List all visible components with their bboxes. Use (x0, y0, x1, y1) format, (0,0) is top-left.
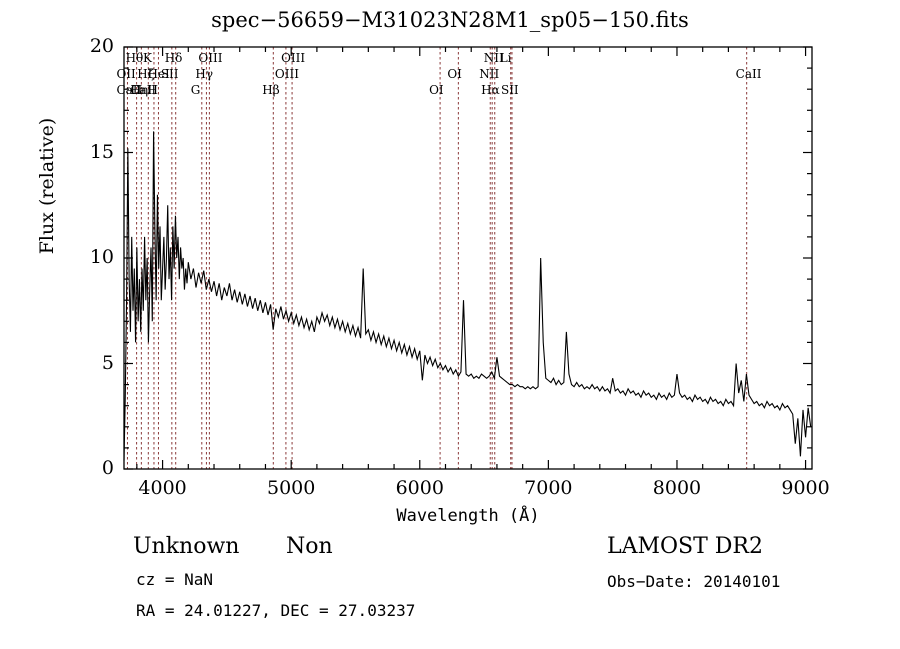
observation-date-text: Obs−Date: 20140101 (607, 572, 781, 591)
line-label-H-4341: Hγ (195, 67, 214, 81)
line-label-HeI-3968: HeI (147, 67, 170, 81)
x-tick-label: 8000 (652, 477, 702, 499)
line-label-H-3835: Hη (130, 83, 149, 97)
line-label-OI-6158: OI (429, 83, 444, 97)
line-label-CaII-3727: CaII (116, 83, 143, 97)
plot-frame (123, 46, 813, 470)
object-subclass-text: Non (286, 534, 333, 559)
spectrum-trace (123, 131, 812, 461)
line-label-CaII-3835: CaII (130, 83, 157, 97)
line-label-H-3798: Hθ (125, 51, 144, 65)
line-label-SII-4072: SII (160, 67, 179, 81)
line-label-NII-6548: NII (479, 67, 500, 81)
y-axis-label: Flux (relative) (36, 117, 58, 255)
y-tick-label: 15 (89, 140, 114, 163)
line-marker-group (126, 47, 748, 469)
y-tick-label: 5 (101, 351, 114, 374)
x-tick-label: 4000 (138, 477, 187, 499)
x-axis-label: Wavelength (Å) (396, 506, 540, 526)
redshift-velocity-text: cz = NaN (136, 570, 214, 589)
y-tick-label: 20 (89, 35, 114, 57)
line-label-H-3968: H (147, 83, 158, 97)
line-label-G-4305: G (190, 83, 201, 97)
object-class-text: Unknown (133, 534, 240, 559)
line-label-H-3889: Hζ (137, 67, 155, 81)
line-label-NII-6583: NII (483, 51, 504, 65)
line-label-OIII-5007: OIII (281, 51, 306, 65)
line-label-H-6563: Hα (481, 83, 500, 97)
line-label-K-3933: K (142, 51, 152, 65)
y-tick-label: 0 (101, 457, 114, 479)
line-label-Li-6707: Li (499, 51, 512, 65)
line-label-H-4861: Hβ (262, 83, 280, 97)
line-label-OII-3727: OII (116, 67, 136, 81)
line-label-OIII-4364: OIII (198, 51, 223, 65)
coordinates-text: RA = 24.01227, DEC = 27.03237 (136, 601, 416, 620)
x-tick-label: 6000 (395, 477, 444, 499)
line-label-CaII-8542: CaII (735, 67, 762, 81)
page-title: spec−56659−M31023N28M1_sp05−150.fits (211, 8, 689, 32)
y-tick-label: 10 (89, 246, 114, 268)
survey-name-text: LAMOST DR2 (607, 534, 763, 559)
line-label-SII-6717: SII (500, 83, 519, 97)
spectrum-trace-group (123, 131, 812, 461)
line-label-H-4102: Hδ (164, 51, 183, 65)
x-tick-label: 7000 (524, 477, 573, 499)
line-label-OI-6300: OI (447, 67, 462, 81)
x-tick-label: 9000 (781, 477, 830, 499)
x-tick-label: 5000 (266, 477, 316, 499)
axes-frame-group (123, 46, 813, 470)
line-label-OIII-4959: OIII (274, 67, 299, 81)
